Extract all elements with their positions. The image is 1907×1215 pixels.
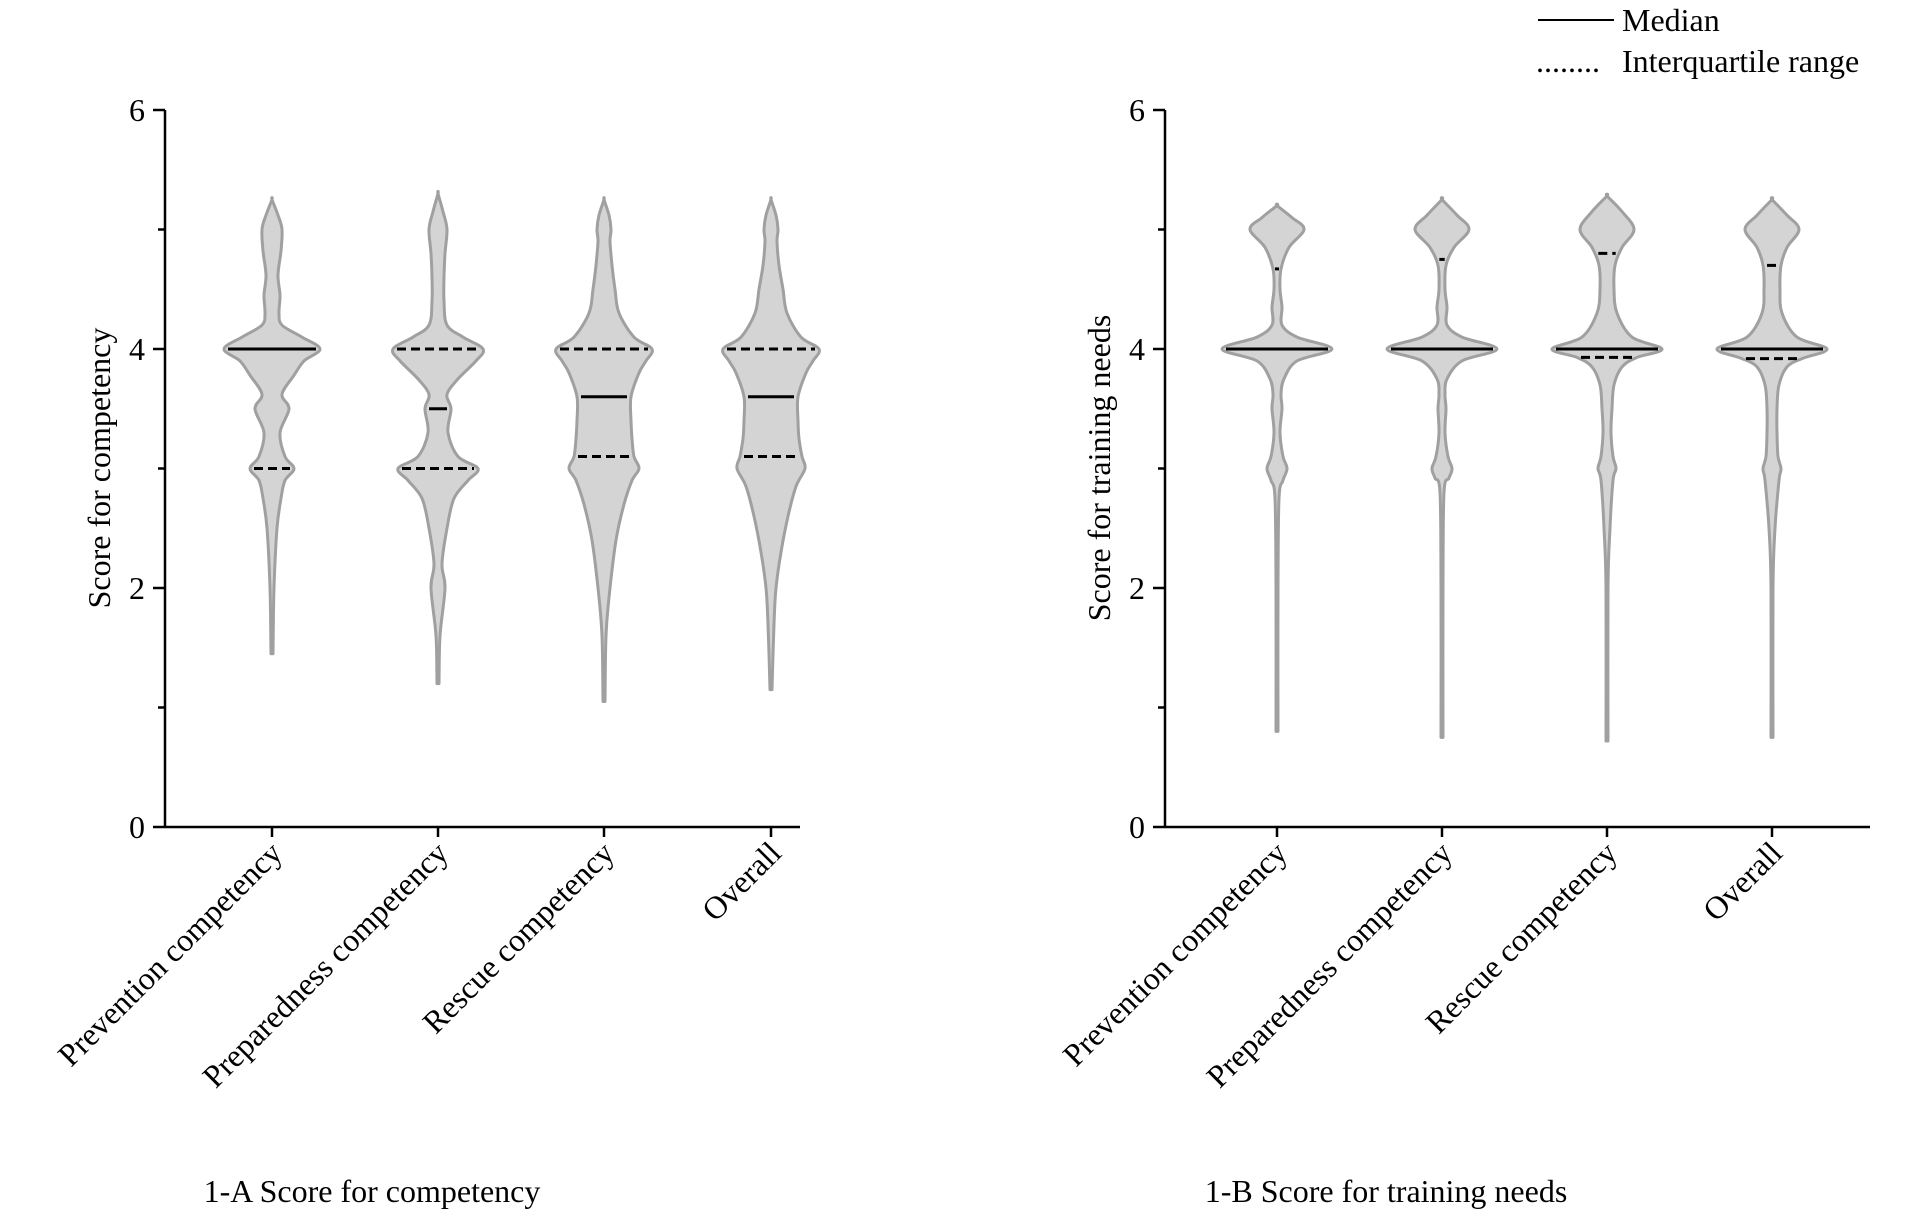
caption-a: 1-A Score for competency [204, 1173, 541, 1209]
legend: Median ........ Interquartile range [1536, 2, 1859, 79]
violin-0-2 [554, 196, 654, 703]
y-axis-label-b: Score for training needs [1081, 315, 1117, 622]
violins-b [1220, 192, 1829, 743]
y-tick-label-0-2: 4 [129, 331, 145, 367]
violin-body-0-1 [390, 189, 486, 686]
y-tick-label-0-3: 6 [129, 92, 145, 128]
violin-0-0 [222, 196, 322, 656]
y-tick-label-0-0: 0 [129, 809, 145, 845]
x-tick-label-0-3: Overall [695, 834, 788, 927]
y-tick-label-1-1: 2 [1129, 570, 1145, 606]
y-axis-label-a: Score for competency [81, 328, 117, 609]
legend-iqr-label: Interquartile range [1622, 43, 1859, 79]
violin-1-1 [1385, 196, 1499, 739]
violin-1-3 [1715, 196, 1829, 739]
y-tick-label-1-0: 0 [1129, 809, 1145, 845]
violin-body-0-0 [222, 196, 322, 656]
y-tick-label-1-2: 4 [1129, 331, 1145, 367]
violin-0-1 [390, 189, 486, 686]
y-tick-label-0-1: 2 [129, 570, 145, 606]
violin-body-0-2 [554, 196, 654, 703]
legend-median-label: Median [1622, 2, 1720, 38]
violin-body-1-0 [1220, 202, 1334, 733]
violin-1-2 [1550, 192, 1664, 743]
violin-body-1-2 [1550, 192, 1664, 743]
violin-body-1-3 [1715, 196, 1829, 739]
y-tick-label-1-3: 6 [1129, 92, 1145, 128]
violins-a [222, 189, 821, 703]
violin-body-0-3 [721, 196, 821, 692]
violin-1-0 [1220, 202, 1334, 733]
violin-0-3 [721, 196, 821, 692]
x-tick-label-1-3: Overall [1696, 834, 1789, 927]
caption-b: 1-B Score for training needs [1205, 1173, 1568, 1209]
violin-body-1-1 [1385, 196, 1499, 739]
legend-iqr-swatch: ........ [1536, 43, 1600, 79]
